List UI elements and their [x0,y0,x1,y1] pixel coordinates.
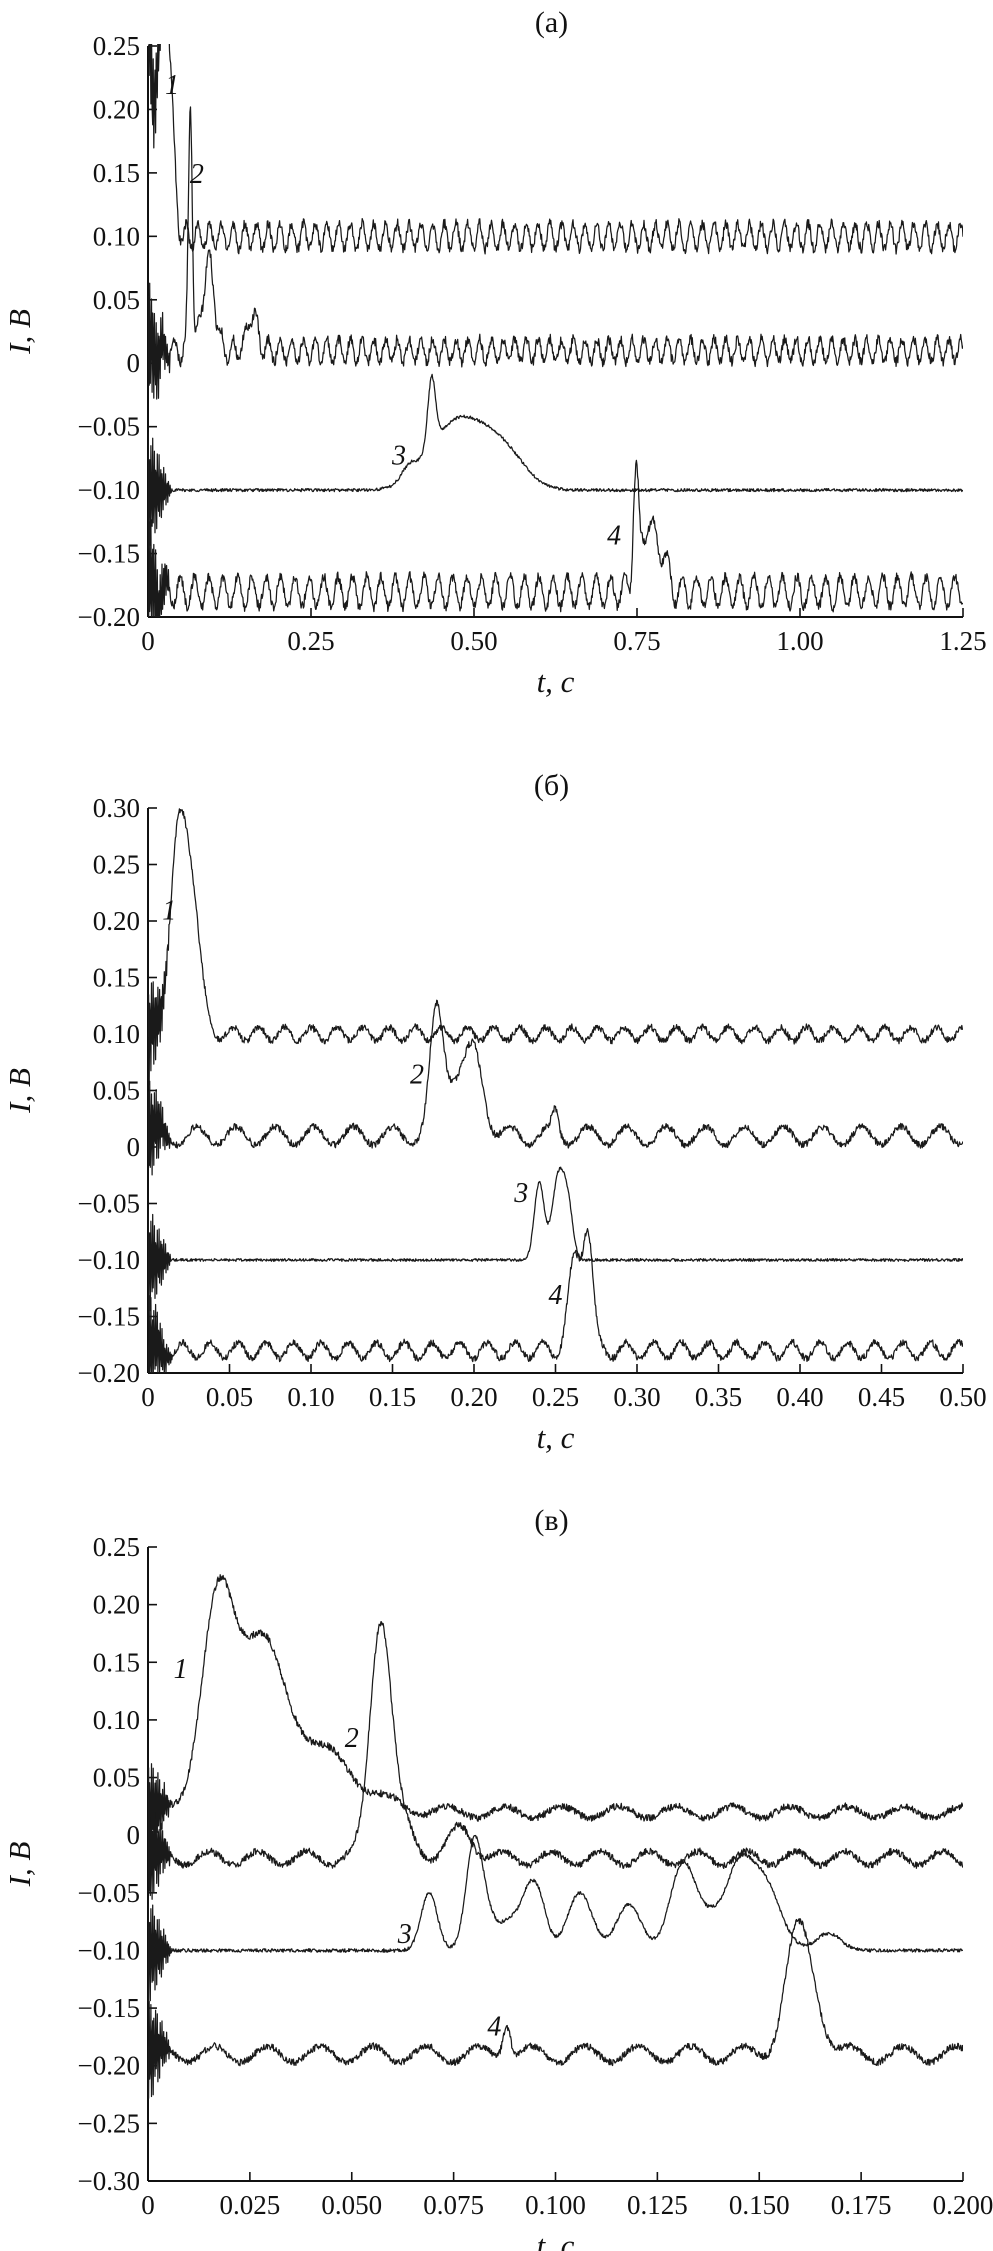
y-tick-label: 0.05 [93,1763,140,1793]
y-tick-label: 0 [127,348,141,378]
panel-title: (б) [534,769,569,802]
y-tick-label: −0.10 [78,475,140,505]
x-tick-label: 0.35 [695,1382,742,1412]
series-line-3 [148,1166,963,1312]
y-tick-label: 0.25 [93,31,140,61]
y-tick-label: 0.30 [93,793,140,823]
x-tick-label: 0.15 [369,1382,416,1412]
x-tick-label: 0.075 [423,2190,484,2220]
series-label: 1 [165,70,179,101]
series-group [148,808,963,1373]
series-label: 4 [487,2011,501,2042]
y-tick-label: −0.20 [78,2051,140,2081]
x-tick-label: 0.125 [627,2190,688,2220]
panel-title: (a) [535,6,568,39]
x-tick-label: 0.200 [933,2190,993,2220]
y-tick-label: −0.10 [78,1935,140,1965]
x-tick-label: 0.75 [613,626,660,656]
panel-c: (в) −0.30 −0.25 −0.20 −0.15 −0.10 −0.05 0 0.05 0.… [2,1504,993,2251]
series-line-2 [148,1621,963,1900]
x-tick-label: 1.00 [776,626,823,656]
x-tick-label: 0.50 [450,626,497,656]
y-tick-label: 0.20 [93,1590,140,1620]
series-line-2 [148,999,963,1176]
x-tick-label: 0.45 [858,1382,905,1412]
y-axis-label: I, В [2,1068,37,1114]
series-label: 2 [410,1060,424,1091]
y-tick-label: −0.05 [78,1189,140,1219]
series-line-4 [148,1227,963,1373]
y-tick-label: 0 [127,1132,141,1162]
y-tick-label: 0.15 [93,1647,140,1677]
y-tick-label: −0.10 [78,1245,140,1275]
series-line-1 [148,808,963,1086]
x-tick-label: 0.10 [287,1382,334,1412]
series-label: 3 [397,1919,412,1950]
y-tick-label: −0.15 [78,1302,140,1332]
x-tick-label: 1.25 [939,626,986,656]
series-group [148,44,963,617]
series-label: 2 [190,159,204,190]
x-tick-label: 0.25 [532,1382,579,1412]
x-tick-label: 0.025 [220,2190,281,2220]
y-tick-label: 0.10 [93,221,140,251]
series-label: 1 [162,896,176,927]
x-axis-label: t, с [537,664,575,699]
y-tick-label: 0 [127,1820,141,1850]
series-label: 4 [549,1280,563,1311]
series-label: 2 [345,1723,359,1754]
x-tick-label: 0.175 [831,2190,892,2220]
series-line-1 [148,44,963,255]
y-tick-label: −0.20 [78,1358,140,1388]
x-tick-label: 0 [141,1382,155,1412]
series-line-3 [148,373,963,549]
x-tick-label: 0.20 [450,1382,497,1412]
series-line-3 [148,1834,963,2003]
x-tick-label: 0.30 [613,1382,660,1412]
x-axis-label: t, с [537,2228,575,2251]
x-tick-label: 0.50 [939,1382,986,1412]
y-tick-label: 0.05 [93,1076,140,1106]
x-tick-label: 0.100 [525,2190,586,2220]
y-tick-label: −0.15 [78,1993,140,2023]
y-tick-label: 0.15 [93,963,140,993]
y-tick-label: 0.10 [93,1019,140,1049]
series-label: 3 [391,441,406,472]
y-tick-label: 0.20 [93,94,140,124]
panel-a: (a) −0.20 −0.15 −0.10 −0.05 0 0.05 0.10 0.15 0.20… [2,6,987,699]
panel-title: (в) [534,1504,568,1537]
series-line-4 [148,459,963,617]
y-tick-label: −0.15 [78,539,140,569]
series-line-1 [148,1574,963,1868]
y-tick-label: 0.25 [93,850,140,880]
y-tick-label: 0.15 [93,158,140,188]
series-label: 3 [513,1178,528,1209]
x-tick-label: 0.40 [776,1382,823,1412]
series-line-2 [148,106,963,400]
y-axis-label: I, В [2,1842,37,1888]
x-tick-label: 0.05 [206,1382,253,1412]
x-tick-label: 0.25 [287,626,334,656]
y-tick-label: 0.05 [93,285,140,315]
y-tick-label: 0.10 [93,1705,140,1735]
series-label: 1 [174,1654,188,1685]
x-tick-label: 0.050 [321,2190,382,2220]
series-group [148,1574,963,2099]
y-axis-label: I, В [2,309,37,355]
x-axis-label: t, с [537,1420,575,1455]
series-line-4 [148,1917,963,2099]
x-tick-label: 0.150 [729,2190,790,2220]
x-tick-label: 0 [141,2190,155,2220]
y-tick-label: −0.05 [78,412,140,442]
x-tick-label: 0 [141,626,155,656]
y-tick-label: 0.25 [93,1532,140,1562]
panel-b: (б) −0.20 −0.15 −0.10 −0.05 0 0.05 0.10 0.15 0.20… [2,769,987,1455]
y-tick-label: −0.25 [78,2108,140,2138]
y-tick-label: −0.30 [78,2166,140,2196]
series-label: 4 [607,521,621,552]
y-tick-label: −0.05 [78,1878,140,1908]
y-tick-label: 0.20 [93,906,140,936]
y-tick-label: −0.20 [78,602,140,632]
